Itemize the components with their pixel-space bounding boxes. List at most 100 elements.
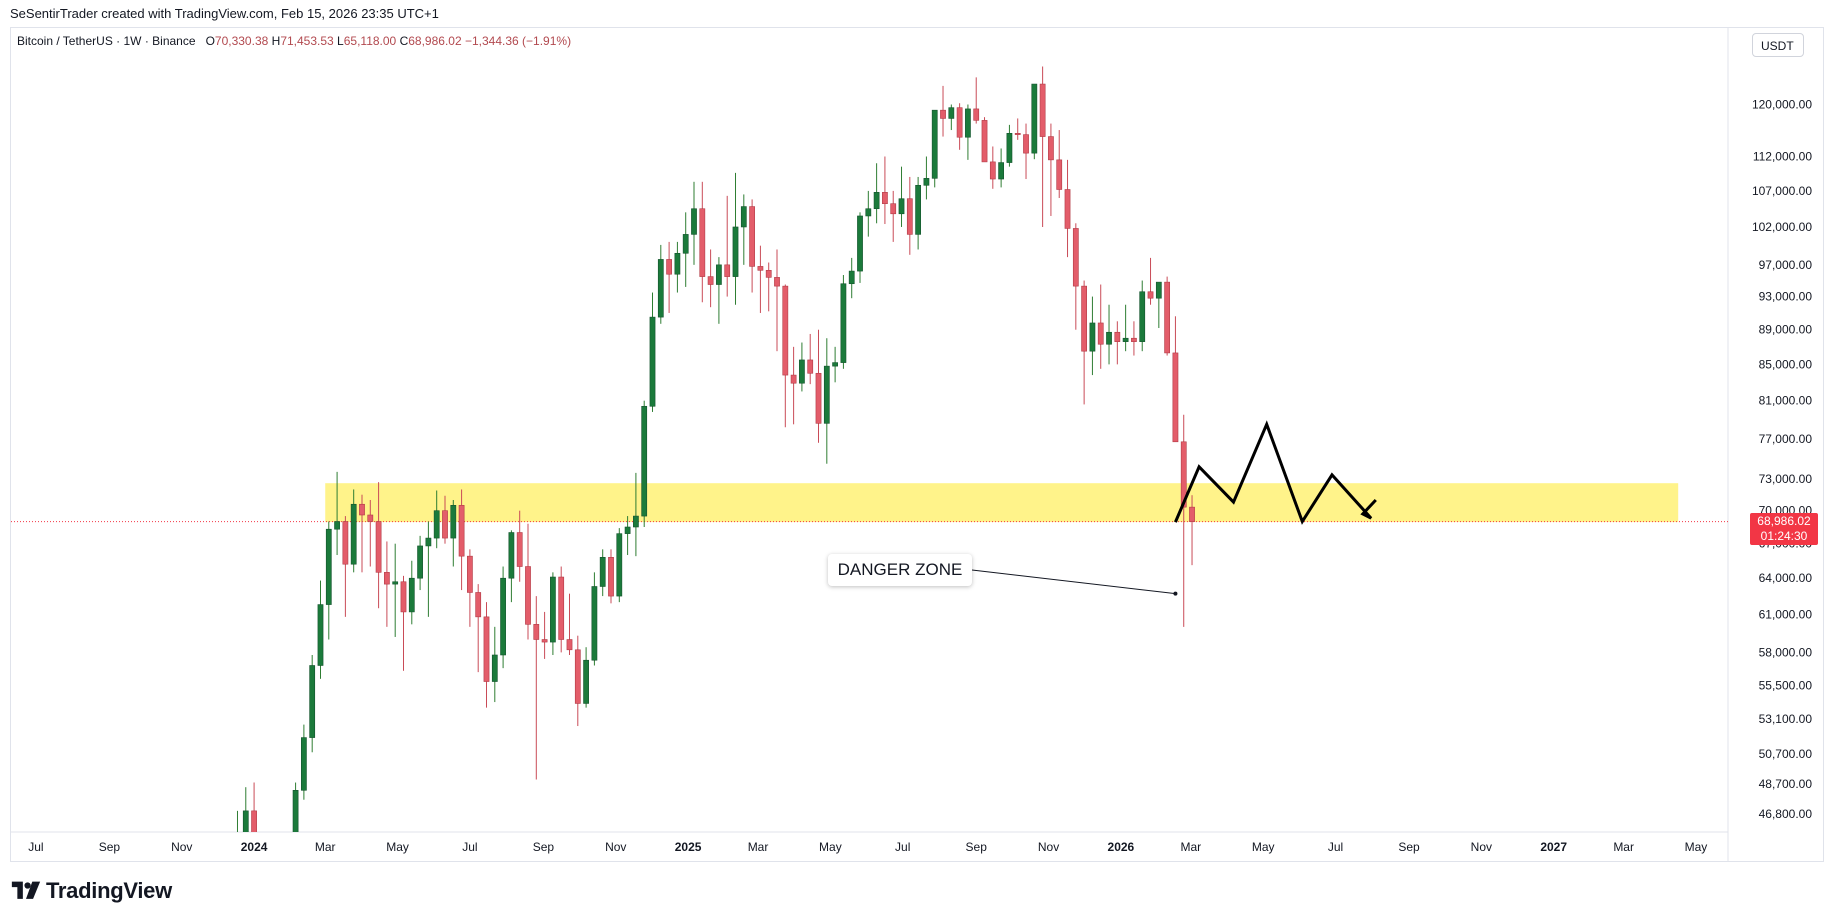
candle-body [417,545,423,579]
y-tick-label: 73,000.00 [1759,472,1813,486]
y-tick-label: 58,000.00 [1759,645,1813,659]
candle-body [965,108,971,138]
candle-body [931,109,938,179]
y-tick-label: 85,000.00 [1759,357,1813,371]
candle-body [624,526,631,534]
candle-body [591,586,598,661]
x-tick-label: 2025 [675,840,702,854]
y-tick-label: 48,700.00 [1759,777,1813,791]
candle-body [392,581,399,585]
candle-body [815,372,822,424]
candle-body [1039,83,1046,137]
x-tick-label: May [819,840,842,854]
x-tick-label: Sep [533,840,555,854]
candle-body [1180,441,1187,508]
y-tick-label: 102,000.00 [1752,220,1812,234]
support-zone [325,483,1679,523]
currency-unit-button[interactable]: USDT [1752,33,1804,57]
candle-body [848,270,855,285]
candles [236,66,1195,921]
candle-body [716,264,722,285]
projection-path [1174,420,1377,525]
candle-body [400,581,407,613]
y-tick-label: 46,800.00 [1759,807,1813,821]
y-tick-label: 89,000.00 [1759,323,1813,337]
candle-body [599,557,606,587]
y-tick-label: 81,000.00 [1759,394,1813,408]
candle-body [500,577,506,656]
candle-body [1064,189,1071,229]
candle-body [574,649,581,704]
candle-body [1139,291,1146,342]
callout-anchor [1173,591,1178,596]
candle-body [774,277,780,287]
candle-body [1014,133,1021,135]
danger-zone-label[interactable]: DANGER ZONE [828,554,972,586]
candle-body [458,505,465,557]
candle-body [1172,352,1179,443]
candle-body [1164,281,1171,354]
candle-body [508,532,515,579]
candle-body [292,790,299,832]
chart-frame [10,27,1824,862]
x-tick-label: Sep [99,840,121,854]
x-tick-label: 2024 [241,840,268,854]
candle-body [1122,337,1129,342]
bar-countdown: 01:24:30 [1760,529,1808,543]
y-tick-label: 97,000.00 [1759,258,1813,272]
candle-body [268,901,273,921]
candle-body [334,521,340,530]
candle-body [956,107,963,138]
candle-body [865,208,872,217]
candle-body [525,566,531,625]
candle-body [1006,133,1013,163]
y-tick-label: 64,000.00 [1759,571,1813,585]
candle-body [674,252,681,275]
candle-body [359,503,365,516]
current-price-value: 68,986.02 [1757,514,1811,528]
candle-body [840,283,847,363]
candle-body [276,887,281,921]
candle-body [260,896,265,901]
tradingview-brand: TradingView [46,878,172,903]
candle-body [450,505,457,539]
close-label: C [399,34,409,48]
candle-body [1131,337,1137,342]
candle-body [906,198,913,235]
candle-body [1089,322,1096,352]
candle-body [350,503,357,565]
x-tick-label: Jul [895,840,910,854]
candle-body [882,192,888,204]
candle-body [1155,281,1162,299]
x-tick-label: Nov [171,840,192,854]
y-tick-label: 120,000.00 [1752,97,1812,111]
x-tick-label: May [1685,840,1708,854]
x-tick-label: Sep [966,840,988,854]
candle-body [790,374,797,384]
tradingview-logo[interactable]: TradingView [10,878,172,904]
x-tick-label: Jul [1328,840,1343,854]
candle-body [649,316,656,407]
close-value: 68,986.02 [408,34,462,48]
candle-body [616,533,623,597]
x-tick-label: Nov [1471,840,1492,854]
candle-body [375,521,382,573]
candle-body [533,624,540,640]
candle-body [1114,331,1121,342]
candle-body [1147,291,1154,299]
candle-body [433,510,440,539]
current-price-tag: 68,986.02 01:24:30 [1750,513,1818,545]
change-value: −1,344.36 (−1.91%) [464,34,572,48]
symbol-name[interactable]: Bitcoin / TetherUS · 1W · Binance [17,34,196,48]
candle-body [301,737,307,791]
candle-body [1097,322,1104,345]
candle-body [782,285,789,376]
candle-body [807,359,814,374]
candle-body [242,810,249,832]
callout-line [971,569,1176,595]
x-tick-label: 2026 [1108,840,1135,854]
candle-body [707,276,714,285]
x-tick-label: Jul [462,840,477,854]
candle-body [1081,285,1087,352]
